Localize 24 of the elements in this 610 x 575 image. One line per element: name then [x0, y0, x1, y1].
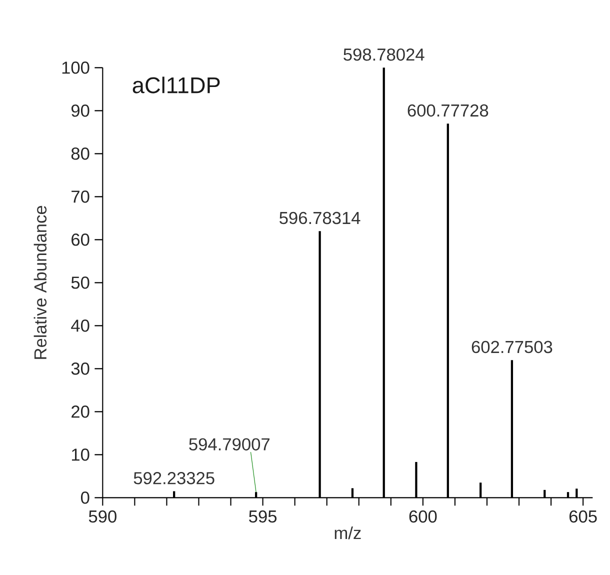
y-tick-label: 20: [72, 406, 90, 418]
annotation: 598.78024: [344, 48, 424, 61]
annotation: 592.23325: [134, 472, 214, 484]
y-tick-label: 0: [80, 492, 90, 504]
x-tick-label: 595: [249, 510, 277, 523]
x-tick-label: 590: [88, 510, 116, 523]
y-tick-label: 60: [72, 234, 90, 246]
y-tick-label: 100: [62, 62, 90, 74]
annotation: 602.77503: [472, 340, 552, 354]
y-tick-label: 70: [72, 190, 90, 203]
chart-title: aCl11DP: [132, 76, 220, 94]
x-tick-label: 600: [409, 510, 437, 523]
y-tick-label: 40: [71, 320, 90, 332]
annotation: 600.77728: [408, 104, 488, 117]
y-tick-label: 80: [71, 148, 90, 160]
y-tick-label: 90: [71, 104, 90, 117]
y-tick-label: 50: [71, 276, 90, 289]
annotation: 594.79007: [189, 438, 270, 450]
x-tick-label: 605: [569, 510, 597, 523]
y-axis-title: Relative Abundance: [34, 206, 47, 359]
annotation: 596.78314: [280, 212, 360, 224]
y-tick-label: 30: [71, 362, 90, 375]
y-tick-label: 10: [72, 448, 90, 461]
x-axis-title: m/z: [334, 526, 361, 540]
